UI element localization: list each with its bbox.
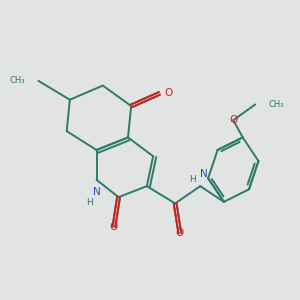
Text: O: O <box>229 115 237 125</box>
Text: O: O <box>164 88 172 98</box>
Text: H: H <box>86 198 93 207</box>
Text: CH₃: CH₃ <box>268 100 284 109</box>
Text: N: N <box>200 169 207 179</box>
Text: O: O <box>110 222 118 232</box>
Text: H: H <box>189 175 196 184</box>
Text: N: N <box>93 188 101 197</box>
Text: CH₃: CH₃ <box>10 76 25 85</box>
Text: O: O <box>176 228 184 238</box>
